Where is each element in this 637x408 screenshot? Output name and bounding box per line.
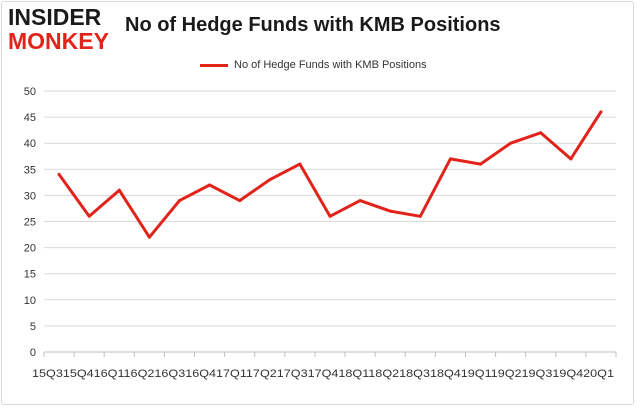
data-point xyxy=(328,214,332,218)
data-point xyxy=(298,162,302,166)
data-point xyxy=(539,131,543,135)
data-point xyxy=(87,214,91,218)
data-point xyxy=(418,214,422,218)
y-tick-label: 15 xyxy=(24,269,36,281)
logo-line-monkey: MONKEY xyxy=(8,28,109,54)
logo-line-insider: INSIDER xyxy=(8,4,102,30)
series-line xyxy=(57,110,603,239)
data-point xyxy=(208,183,212,187)
y-tick-label: 5 xyxy=(30,321,36,333)
y-tick-label: 35 xyxy=(24,164,36,176)
y-tick-label: 50 xyxy=(24,86,36,98)
y-tick-label: 10 xyxy=(24,295,36,307)
data-point xyxy=(117,188,121,192)
insider-monkey-logo: INSIDER MONKEY xyxy=(8,6,118,56)
y-tick-label: 20 xyxy=(24,243,36,255)
legend-swatch xyxy=(200,63,228,67)
chart-title: No of Hedge Funds with KMB Positions xyxy=(125,14,501,36)
data-point xyxy=(599,110,603,114)
data-point xyxy=(479,162,483,166)
legend-label: No of Hedge Funds with KMB Positions xyxy=(234,59,427,71)
data-point xyxy=(268,178,272,182)
data-point xyxy=(177,199,181,203)
data-point xyxy=(509,141,513,145)
data-point xyxy=(569,157,573,161)
data-point xyxy=(57,173,61,177)
y-tick-label: 40 xyxy=(24,138,36,150)
x-tick-labels: 15Q315Q416Q116Q216Q316Q417Q117Q217Q317Q4… xyxy=(32,368,614,380)
data-point xyxy=(147,235,151,239)
y-tick-label: 45 xyxy=(24,112,36,124)
y-tick-label: 25 xyxy=(24,217,36,229)
y-tick-label: 0 xyxy=(30,347,36,359)
data-point xyxy=(448,157,452,161)
data-point xyxy=(388,209,392,213)
chart-legend: No of Hedge Funds with KMB Positions xyxy=(200,57,427,73)
data-point xyxy=(238,199,242,203)
y-tick-label: 30 xyxy=(24,190,36,202)
data-point xyxy=(358,199,362,203)
